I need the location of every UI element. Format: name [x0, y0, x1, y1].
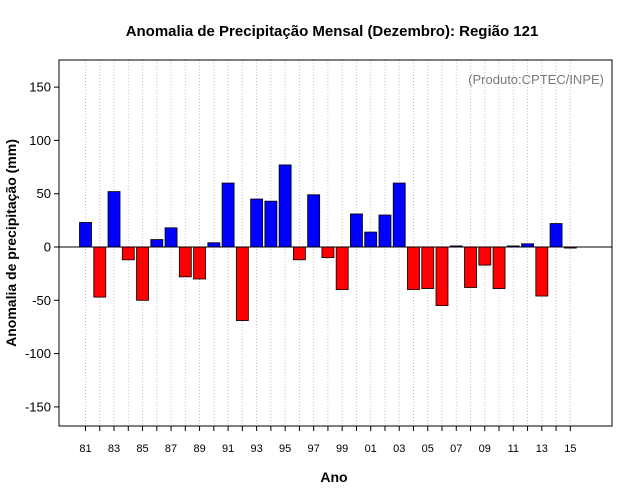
- bar-2010: [492, 246, 506, 289]
- bar-1982: [93, 246, 107, 298]
- bar-1993: [250, 198, 264, 248]
- y-tick-label: -50: [32, 293, 51, 308]
- x-tick-label: 15: [564, 443, 576, 455]
- bar-2008: [464, 246, 477, 288]
- bar-2014: [549, 223, 563, 248]
- bar-1986: [150, 239, 164, 248]
- y-axis-label: Anomalia de precipitação (mm): [3, 139, 19, 347]
- bar-2006: [435, 246, 449, 307]
- x-tick-label: 93: [250, 443, 262, 455]
- bar-1984: [121, 246, 135, 261]
- bar-2000: [350, 213, 363, 248]
- bar-1981: [79, 222, 92, 248]
- bar-1996: [292, 246, 306, 261]
- bars: [79, 164, 577, 321]
- x-tick-label: 95: [279, 443, 291, 455]
- y-tick-label: 50: [37, 186, 51, 201]
- y-axis: -150 -100 -50 0 50 100 150: [25, 80, 59, 414]
- chart-title: Anomalia de Precipitação Mensal (Dezembr…: [126, 23, 539, 40]
- x-tick-label: 99: [336, 443, 348, 455]
- y-tick-label: 150: [29, 80, 51, 95]
- y-tick-label: -150: [25, 399, 51, 414]
- bar-1983: [107, 191, 121, 248]
- bar-1991: [221, 182, 235, 248]
- bar-1998: [321, 246, 335, 259]
- bar-2005: [421, 246, 435, 289]
- bar-2013: [535, 246, 549, 297]
- bar-1994: [264, 200, 278, 248]
- bar-1988: [178, 246, 192, 278]
- bar-2002: [378, 214, 392, 248]
- x-tick-label: 83: [108, 443, 120, 455]
- x-tick-label: 03: [393, 443, 405, 455]
- x-tick-label: 09: [479, 443, 491, 455]
- x-tick-label: 07: [450, 443, 462, 455]
- bar-1995: [278, 164, 292, 248]
- bar-1992: [235, 246, 249, 321]
- bar-1990: [207, 242, 221, 248]
- bar-1985: [136, 246, 149, 301]
- x-tick-label: 01: [365, 443, 377, 455]
- bar-1997: [307, 194, 321, 248]
- x-tick-label: 85: [136, 443, 148, 455]
- bar-1999: [335, 246, 349, 291]
- bar-2004: [407, 246, 420, 291]
- bar-2001: [364, 231, 378, 248]
- x-tick-label: 89: [193, 443, 205, 455]
- bar-2003: [392, 182, 406, 248]
- x-tick-label: 13: [536, 443, 548, 455]
- y-tick-label: -100: [25, 346, 51, 361]
- x-axis: 81 83 85 87 89 91 93 95 97 99 01 03 05 07 09 11 13 15: [79, 426, 576, 455]
- x-tick-label: 05: [422, 443, 434, 455]
- plot-frame: [58, 59, 613, 427]
- x-tick-label: 97: [308, 443, 320, 455]
- credit-label: (Produto:CPTEC/INPE): [468, 72, 604, 87]
- x-axis-label: Ano: [320, 469, 347, 485]
- bar-2009: [478, 246, 492, 266]
- y-tick-label: 0: [44, 240, 51, 255]
- x-tick-label: 91: [222, 443, 234, 455]
- x-tick-label: 87: [165, 443, 177, 455]
- bar-1989: [193, 246, 206, 280]
- x-tick-label: 81: [79, 443, 91, 455]
- bar-1987: [164, 227, 178, 248]
- x-tick-label: 11: [508, 443, 519, 455]
- y-tick-label: 100: [29, 133, 51, 148]
